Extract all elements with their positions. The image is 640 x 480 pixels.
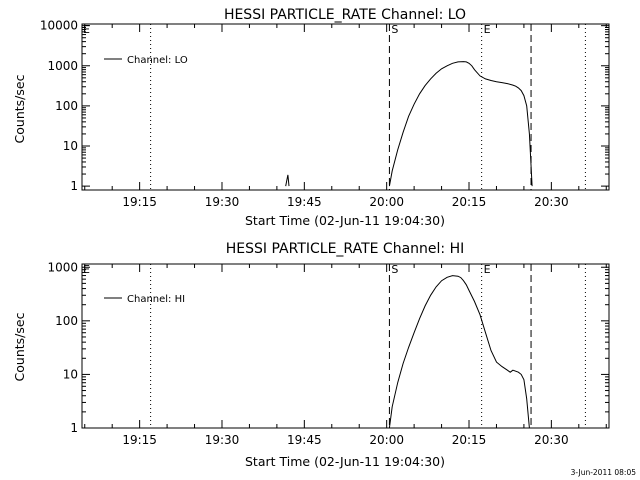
y-tick-label: 1 xyxy=(70,179,78,193)
x-tick-label: 19:30 xyxy=(205,195,240,209)
y-tick-label: 10000 xyxy=(40,19,78,33)
legend-label: Channel: LO xyxy=(127,55,188,66)
x-tick-label: 20:15 xyxy=(452,433,487,447)
timestamp: 3-Jun-2011 08:05 xyxy=(571,468,637,477)
chart-title: HESSI PARTICLE_RATE Channel: HI xyxy=(226,241,464,257)
x-tick-label: 20:00 xyxy=(369,195,404,209)
y-tick-label: 1000 xyxy=(47,59,78,73)
x-tick-label: 20:30 xyxy=(534,195,569,209)
x-tick-label: 19:45 xyxy=(287,433,322,447)
legend-label: Channel: HI xyxy=(127,294,185,305)
series-line-hi xyxy=(388,275,530,429)
event-marker-e: E xyxy=(484,263,491,276)
x-tick-label: 19:30 xyxy=(205,433,240,447)
series-line-lo xyxy=(285,174,290,187)
x-tick-label: 19:15 xyxy=(122,195,157,209)
x-tick-label: 20:30 xyxy=(534,433,569,447)
y-tick-label: 100 xyxy=(55,99,78,113)
event-marker-s: S xyxy=(391,263,398,276)
x-axis-label: Start Time (02-Jun-11 19:04:30) xyxy=(245,213,445,228)
plot-frame xyxy=(81,263,610,429)
x-tick-label: 19:15 xyxy=(122,433,157,447)
event-marker-e: E xyxy=(484,23,491,36)
event-marker-s: S xyxy=(391,23,398,36)
chart-lo: HESSI PARTICLE_RATE Channel: LO Counts/s… xyxy=(12,7,610,228)
y-tick-label: 1 xyxy=(70,421,78,435)
y-axis-label: Counts/sec xyxy=(12,312,27,381)
y-tick-label: 10 xyxy=(63,139,78,153)
x-tick-label: 20:00 xyxy=(369,433,404,447)
x-axis-label: Start Time (02-Jun-11 19:04:30) xyxy=(245,454,445,469)
y-tick-label: 1000 xyxy=(47,260,78,274)
event-marker-e: E xyxy=(83,263,90,276)
y-tick-label: 10 xyxy=(63,367,78,381)
plot-frame xyxy=(81,23,610,191)
chart-title: HESSI PARTICLE_RATE Channel: LO xyxy=(224,7,466,23)
legend: Channel: LO xyxy=(104,55,188,66)
x-tick-label: 19:45 xyxy=(287,195,322,209)
y-tick-label: 100 xyxy=(55,314,78,328)
chart-hi: HESSI PARTICLE_RATE Channel: HI Counts/s… xyxy=(12,241,610,469)
x-tick-label: 20:15 xyxy=(452,195,487,209)
y-axis-label: Counts/sec xyxy=(12,74,27,143)
legend: Channel: HI xyxy=(104,294,185,305)
event-marker-e: E xyxy=(83,23,90,36)
series-line-lo xyxy=(388,61,533,187)
